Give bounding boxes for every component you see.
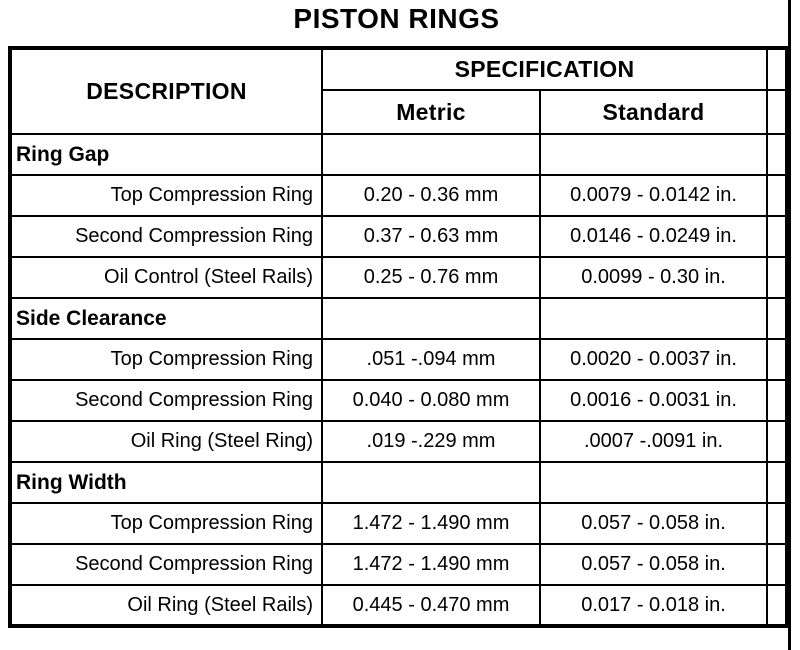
row-metric-value: 0.445 - 0.470 mm: [321, 584, 541, 627]
row-metric-value: .051 -.094 mm: [321, 338, 541, 381]
row-description: Second Compression Ring: [9, 215, 323, 258]
row-description: Top Compression Ring: [9, 502, 323, 545]
empty-standard-cell: [538, 133, 769, 176]
table-row: Top Compression Ring .051 -.094 mm 0.002…: [9, 338, 789, 381]
table-row: Top Compression Ring 1.472 - 1.490 mm 0.…: [9, 502, 789, 545]
spacer-cell: [766, 584, 789, 627]
row-standard-value: 0.0079 - 0.0142 in.: [538, 174, 769, 217]
spacer-cell: [766, 174, 789, 217]
section-row-ring-width: Ring Width: [9, 461, 789, 504]
empty-standard-cell: [538, 297, 769, 340]
spacer-cell: [766, 461, 789, 504]
spacer-cell: [766, 47, 789, 91]
spacer-cell: [766, 338, 789, 381]
page-edge-line: [788, 0, 791, 650]
row-metric-value: 1.472 - 1.490 mm: [321, 502, 541, 545]
column-header-standard: Standard: [538, 89, 769, 135]
row-description: Oil Control (Steel Rails): [9, 256, 323, 299]
empty-metric-cell: [321, 133, 541, 176]
spacer-cell: [766, 215, 789, 258]
row-standard-value: 0.0020 - 0.0037 in.: [538, 338, 769, 381]
spacer-cell: [766, 379, 789, 422]
row-metric-value: .019 -.229 mm: [321, 420, 541, 463]
row-metric-value: 0.040 - 0.080 mm: [321, 379, 541, 422]
empty-metric-cell: [321, 461, 541, 504]
row-metric-value: 0.25 - 0.76 mm: [321, 256, 541, 299]
spacer-cell: [766, 89, 789, 135]
row-standard-value: 0.017 - 0.018 in.: [538, 584, 769, 627]
empty-metric-cell: [321, 297, 541, 340]
row-standard-value: 0.057 - 0.058 in.: [538, 502, 769, 545]
table-row: Second Compression Ring 0.37 - 0.63 mm 0…: [9, 215, 789, 258]
row-standard-value: 0.057 - 0.058 in.: [538, 543, 769, 586]
row-standard-value: 0.0016 - 0.0031 in.: [538, 379, 769, 422]
spacer-cell: [766, 420, 789, 463]
section-header: Side Clearance: [9, 297, 323, 340]
page-title: PISTON RINGS: [293, 3, 500, 34]
row-description: Second Compression Ring: [9, 379, 323, 422]
row-description: Second Compression Ring: [9, 543, 323, 586]
row-description: Oil Ring (Steel Rails): [9, 584, 323, 627]
spacer-cell: [766, 133, 789, 176]
section-header: Ring Width: [9, 461, 323, 504]
spacer-cell: [766, 502, 789, 545]
table-row: Oil Control (Steel Rails) 0.25 - 0.76 mm…: [9, 256, 789, 299]
section-row-side-clearance: Side Clearance: [9, 297, 789, 340]
row-metric-value: 1.472 - 1.490 mm: [321, 543, 541, 586]
row-standard-value: .0007 -.0091 in.: [538, 420, 769, 463]
row-metric-value: 0.37 - 0.63 mm: [321, 215, 541, 258]
row-standard-value: 0.0099 - 0.30 in.: [538, 256, 769, 299]
table-row: Oil Ring (Steel Ring) .019 -.229 mm .000…: [9, 420, 789, 463]
spacer-cell: [766, 543, 789, 586]
empty-standard-cell: [538, 461, 769, 504]
column-header-specification: SPECIFICATION: [320, 47, 769, 91]
row-standard-value: 0.0146 - 0.0249 in.: [538, 215, 769, 258]
column-header-description: DESCRIPTION: [9, 47, 323, 135]
table-row: Oil Ring (Steel Rails) 0.445 - 0.470 mm …: [9, 584, 789, 627]
table-row: Second Compression Ring 0.040 - 0.080 mm…: [9, 379, 789, 422]
column-header-metric: Metric: [321, 89, 541, 135]
spacer-cell: [766, 297, 789, 340]
row-description: Top Compression Ring: [9, 174, 323, 217]
row-metric-value: 0.20 - 0.36 mm: [321, 174, 541, 217]
row-description: Oil Ring (Steel Ring): [9, 420, 323, 463]
row-description: Top Compression Ring: [9, 338, 323, 381]
header-row-2: Metric Standard: [10, 89, 789, 135]
piston-rings-spec-table: DESCRIPTION SPECIFICATION Metric Standar…: [8, 46, 790, 628]
spacer-cell: [766, 256, 789, 299]
header-row-1: DESCRIPTION SPECIFICATION: [9, 47, 789, 135]
section-row-ring-gap: Ring Gap: [9, 133, 789, 176]
section-header: Ring Gap: [9, 133, 323, 176]
table-row: Second Compression Ring 1.472 - 1.490 mm…: [9, 543, 789, 586]
table-row: Top Compression Ring 0.20 - 0.36 mm 0.00…: [9, 174, 789, 217]
